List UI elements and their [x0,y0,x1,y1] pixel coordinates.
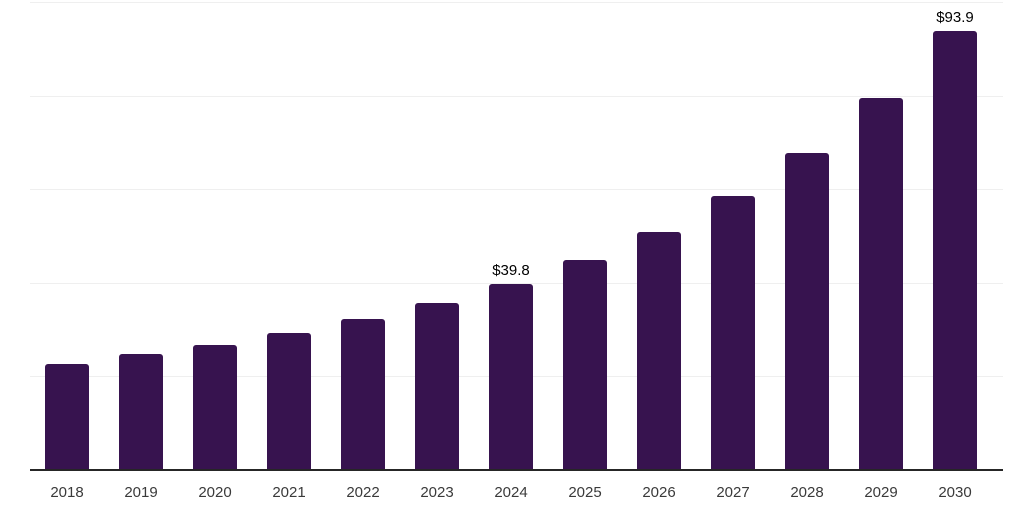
x-tick-label-2029: 2029 [864,484,898,501]
bar-2026 [637,232,681,470]
x-tick-label-2030: 2030 [938,484,972,501]
data-label-2030: $93.9 [936,8,974,26]
data-label-2024: $39.8 [492,261,530,279]
x-tick-label-2026: 2026 [642,484,676,501]
x-tick-label-2020: 2020 [198,484,232,501]
gridline-y-60 [30,189,1003,191]
gridline-y-100 [30,2,1003,3]
x-tick-label-2021: 2021 [272,484,306,501]
bar-2018 [45,364,89,470]
bar-2023 [415,302,459,470]
x-tick-label-2019: 2019 [124,484,158,501]
bar-2025 [563,259,607,470]
x-tick-label-2018: 2018 [50,484,84,501]
x-tick-label-2022: 2022 [346,484,380,501]
x-tick-label-2028: 2028 [790,484,824,501]
x-tick-label-2024: 2024 [494,484,528,501]
bar-2021 [267,332,311,470]
bar-2030 [933,30,977,470]
bar-2028 [785,153,829,470]
gridline-y-40 [30,282,1003,284]
x-tick-label-2027: 2027 [716,484,750,501]
gridline-y-80 [30,95,1003,97]
bar-2022 [341,319,385,470]
bar-2019 [119,353,163,470]
bar-2029 [859,97,903,470]
x-tick-label-2023: 2023 [420,484,454,501]
x-tick-label-2025: 2025 [568,484,602,501]
bar-2020 [193,345,237,470]
bar-2027 [711,195,755,470]
bar-2024 [489,283,533,470]
x-axis-line [30,469,1003,471]
